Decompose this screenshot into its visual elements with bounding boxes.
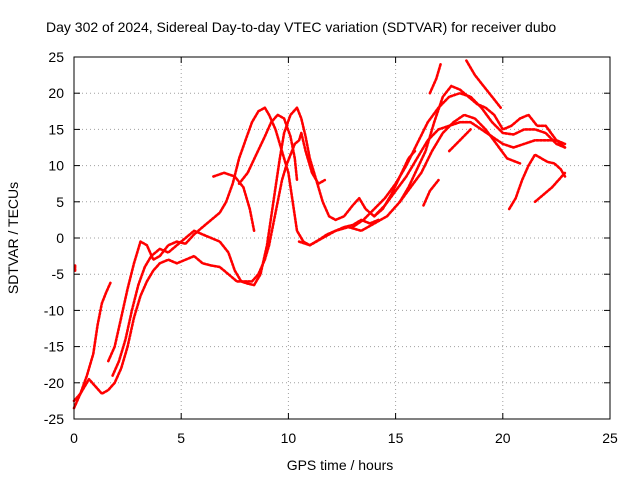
series-trace-14 — [465, 59, 502, 109]
y-tick-label: 25 — [48, 49, 64, 65]
x-axis-label: GPS time / hours — [287, 457, 394, 473]
x-tick-label: 10 — [281, 430, 297, 446]
series-trace-15 — [447, 128, 472, 153]
y-tick-label: 15 — [48, 121, 64, 137]
x-tick-label: 20 — [495, 430, 511, 446]
series-trace-17 — [533, 171, 567, 204]
series-trace-16 — [507, 153, 567, 211]
x-tick-label: 0 — [70, 430, 78, 446]
data-series-layer — [72, 59, 567, 410]
y-axis-label: SDTVAR / TECUs — [5, 182, 21, 294]
y-tick-label: -5 — [52, 266, 65, 282]
y-tick-label: 5 — [56, 194, 64, 210]
y-tick-label: 0 — [56, 230, 64, 246]
series-trace-5 — [111, 106, 417, 377]
y-tick-label: 10 — [48, 158, 64, 174]
x-tick-label: 25 — [602, 430, 618, 446]
x-tick-label: 15 — [388, 430, 404, 446]
y-tick-label: -15 — [44, 339, 64, 355]
y-tick-label: 20 — [48, 85, 64, 101]
series-trace-12 — [422, 178, 440, 207]
y-tick-labels: -25 -20 -15 -10 -5 0 5 10 15 20 25 — [44, 49, 64, 427]
series-trace-10 — [372, 120, 567, 218]
y-tick-label: -10 — [44, 302, 64, 318]
series-trace-2 — [72, 281, 112, 410]
y-tick-label: -20 — [44, 375, 64, 391]
x-tick-labels: 0 5 10 15 20 25 — [70, 430, 618, 446]
axis-ticks — [73, 56, 611, 420]
series-trace-7 — [237, 113, 299, 185]
series-trace-11 — [398, 84, 567, 204]
series-trace-8 — [297, 113, 522, 247]
series-trace-13 — [428, 62, 442, 95]
grid-lines — [74, 57, 610, 419]
y-tick-label: -25 — [44, 411, 64, 427]
series-trace-9 — [351, 91, 567, 229]
series-trace-4 — [107, 106, 380, 363]
x-tick-label: 5 — [177, 430, 185, 446]
chart-title: Day 302 of 2024, Sidereal Day-to-day VTE… — [46, 19, 556, 35]
